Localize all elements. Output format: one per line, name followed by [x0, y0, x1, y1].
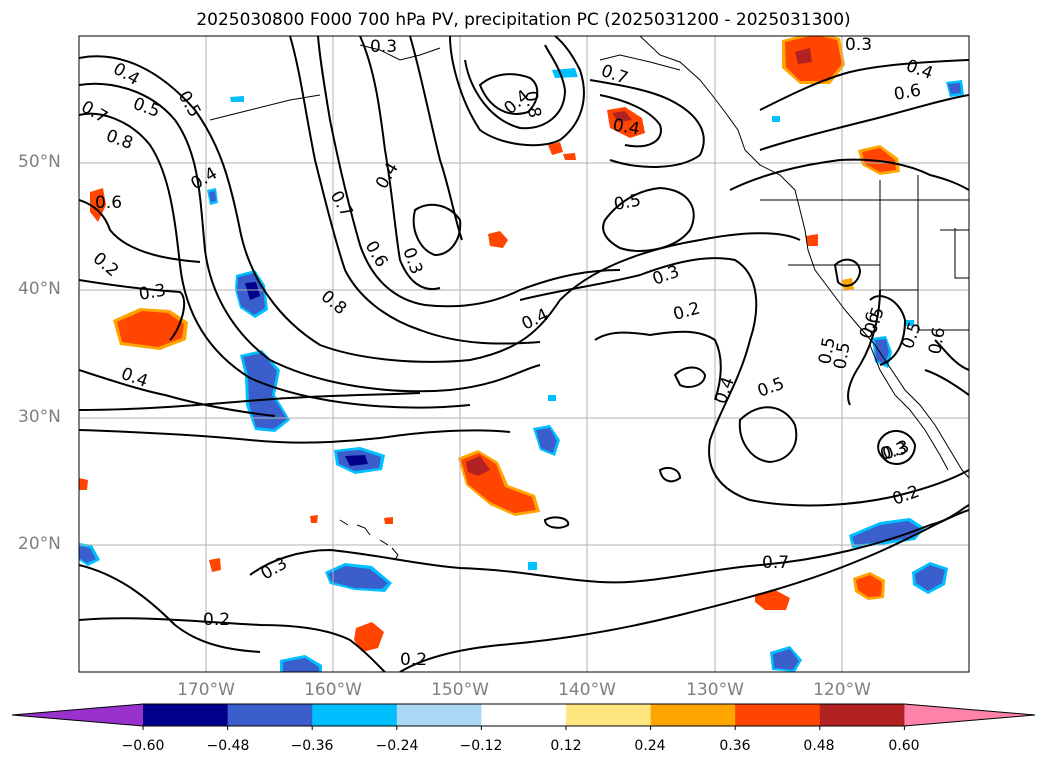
- contour-label: 0.5: [755, 374, 787, 402]
- contour-label: 0.8: [520, 89, 544, 119]
- map-frame: [78, 35, 970, 673]
- colorbar-tick-label: 0.12: [550, 738, 582, 754]
- contour-label: 0.4: [519, 305, 552, 335]
- contour-label: 0.3: [845, 35, 872, 55]
- contour-label: 0.7: [78, 97, 111, 128]
- lon-label-120w: 120°W: [813, 680, 871, 700]
- lat-label-20n: 20°N: [18, 534, 61, 554]
- colorbar-tick-label: 0.48: [803, 738, 835, 754]
- lon-label-150w: 150°W: [431, 680, 489, 700]
- contour-label: 0.3: [258, 553, 291, 584]
- colorbar-tick-label: −0.36: [290, 738, 334, 754]
- colorbar: [11, 703, 1036, 730]
- colorbar-tick-label: −0.48: [206, 738, 250, 754]
- contour-label: 0.6: [361, 238, 392, 271]
- lon-label-140w: 140°W: [558, 680, 616, 700]
- contour-label: 0.3: [137, 281, 167, 305]
- colorbar-segment: [735, 704, 821, 726]
- contour-label: 0.5: [130, 94, 162, 122]
- contour-label: 0.6: [925, 326, 949, 356]
- coastlines: [209, 36, 969, 561]
- colorbar-tick-label: 0.36: [719, 738, 751, 754]
- colorbar-tick-label: −0.12: [459, 738, 503, 754]
- lon-label-170w: 170°W: [177, 680, 235, 700]
- gridlines: [79, 36, 969, 672]
- colorbar-segment: [143, 704, 229, 726]
- contour-label: 0.2: [671, 299, 702, 325]
- contour-label: 0.3: [370, 37, 397, 57]
- colorbar-segment: [481, 704, 567, 726]
- contour-label: 0.2: [89, 249, 123, 282]
- contour-label: 0.5: [898, 319, 926, 351]
- colorbar-segment: [396, 704, 482, 726]
- contour-label: 0.7: [762, 553, 789, 573]
- contour-label: 0.4: [903, 56, 935, 84]
- contour-label: 0.7: [598, 61, 630, 89]
- lat-label-30n: 30°N: [18, 407, 61, 427]
- colorbar-extend-low: [12, 704, 143, 726]
- colorbar-tick-label: −0.24: [375, 738, 419, 754]
- colorbar-extend-high: [904, 704, 1035, 726]
- colorbar-segment: [312, 704, 398, 726]
- lat-label-50n: 50°N: [18, 152, 61, 172]
- contour-label: 0.2: [890, 482, 922, 510]
- contour-label: 0.2: [400, 650, 427, 670]
- contour-label: 0.3: [398, 245, 426, 277]
- precip-field: [79, 36, 964, 672]
- contour-label: 0.5: [830, 341, 854, 371]
- contour-label: 0.3: [650, 262, 682, 290]
- colorbar-segment: [566, 704, 652, 726]
- contour-label: 0.2: [203, 610, 230, 630]
- contour-label: 0.4: [118, 364, 150, 392]
- lon-label-160w: 160°W: [304, 680, 362, 700]
- contour-label: 0.6: [95, 193, 122, 213]
- contour-label: 0.3: [878, 439, 909, 465]
- contour-label: 0.5: [612, 191, 642, 215]
- lat-label-40n: 40°N: [18, 279, 61, 299]
- contour-label: 0.8: [103, 126, 135, 154]
- colorbar-tick-label: 0.24: [634, 738, 666, 754]
- contour-label: 0.4: [611, 115, 641, 139]
- contour-label: 0.4: [372, 159, 403, 192]
- pv-contours: [79, 36, 969, 672]
- contour-label: 0.8: [317, 287, 351, 320]
- colorbar-segment: [819, 704, 905, 726]
- colorbar-segment: [227, 704, 313, 726]
- lon-label-130w: 130°W: [686, 680, 744, 700]
- colorbar-tick-label: 0.60: [888, 738, 920, 754]
- contour-label: 0.6: [892, 81, 922, 105]
- colorbar-tick-label: −0.60: [121, 738, 165, 754]
- map-title: 2025030800 F000 700 hPa PV, precipitatio…: [196, 10, 851, 30]
- colorbar-segment: [650, 704, 736, 726]
- contour-label: 0.5: [815, 336, 839, 366]
